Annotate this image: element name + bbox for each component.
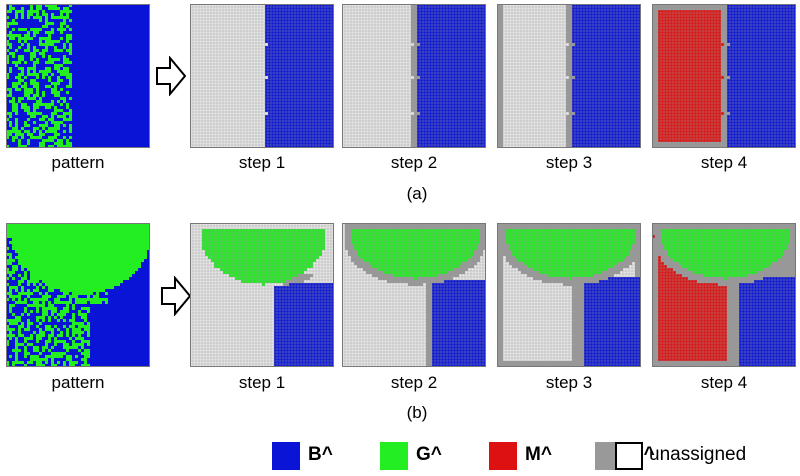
caption-b-step2: step 2 xyxy=(342,373,486,393)
row-label-a: (a) xyxy=(387,184,447,204)
caption-a-step1: step 1 xyxy=(190,153,334,173)
legend-label-m: M^ xyxy=(525,444,552,466)
right-arrow-icon xyxy=(161,276,191,316)
legend-label-unassigned: unassigned xyxy=(649,444,746,466)
legend-label-b: B^ xyxy=(308,444,333,466)
caption-a-step4: step 4 xyxy=(652,153,796,173)
caption-b-step1: step 1 xyxy=(190,373,334,393)
panel-b-step2 xyxy=(342,223,486,367)
panel-b-step4 xyxy=(652,223,796,367)
panel-a-step2 xyxy=(342,4,486,148)
row-label-b: (b) xyxy=(387,403,447,423)
panel-b-step1 xyxy=(190,223,334,367)
legend-swatch-g xyxy=(380,442,408,470)
legend-swatch-b xyxy=(272,442,300,470)
legend-label-g: G^ xyxy=(416,444,442,466)
panel-a-step4 xyxy=(652,4,796,148)
legend-swatch-unassigned xyxy=(615,442,643,470)
caption-b-step3: step 3 xyxy=(497,373,641,393)
panel-a-step3 xyxy=(497,4,641,148)
caption-a-step3: step 3 xyxy=(497,153,641,173)
caption-b-pattern: pattern xyxy=(6,373,150,393)
legend-swatch-m xyxy=(489,442,517,470)
caption-a-step2: step 2 xyxy=(342,153,486,173)
panel-a-step1 xyxy=(190,4,334,148)
panel-b-step3 xyxy=(497,223,641,367)
panel-b-pattern xyxy=(6,223,150,367)
caption-a-pattern: pattern xyxy=(6,153,150,173)
caption-b-step4: step 4 xyxy=(652,373,796,393)
right-arrow-icon xyxy=(156,56,186,96)
panel-a-pattern xyxy=(6,4,150,148)
